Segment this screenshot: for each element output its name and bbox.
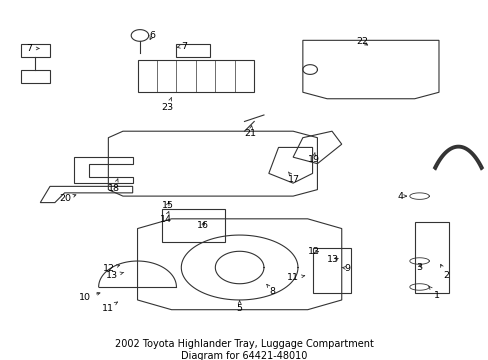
Text: 23: 23 (161, 98, 173, 112)
Text: 17: 17 (287, 172, 300, 184)
Text: 13: 13 (106, 271, 123, 280)
Text: 4: 4 (396, 192, 406, 201)
Text: 8: 8 (266, 284, 275, 296)
Text: 16: 16 (197, 221, 209, 230)
Text: 11: 11 (286, 273, 304, 282)
Text: 7: 7 (26, 44, 39, 53)
Text: 18: 18 (108, 179, 120, 193)
Text: 12: 12 (307, 247, 319, 256)
Text: 14: 14 (160, 212, 171, 224)
Text: 15: 15 (162, 201, 173, 210)
Text: 9: 9 (341, 264, 350, 273)
Text: 2002 Toyota Highlander Tray, Luggage Compartment
Diagram for 64421-48010: 2002 Toyota Highlander Tray, Luggage Com… (115, 339, 373, 360)
Text: 19: 19 (307, 153, 319, 164)
Text: 12: 12 (103, 264, 120, 273)
Text: 7: 7 (177, 42, 186, 51)
Text: 2: 2 (440, 264, 448, 280)
Text: 21: 21 (244, 126, 256, 138)
Text: 10: 10 (79, 292, 100, 302)
Text: 20: 20 (60, 194, 76, 203)
Text: 5: 5 (236, 301, 242, 312)
Text: 3: 3 (416, 263, 422, 272)
Text: 11: 11 (102, 302, 117, 312)
Text: 13: 13 (326, 255, 338, 264)
Text: 22: 22 (355, 37, 367, 46)
Text: 1: 1 (428, 286, 439, 300)
Text: 6: 6 (149, 31, 155, 40)
